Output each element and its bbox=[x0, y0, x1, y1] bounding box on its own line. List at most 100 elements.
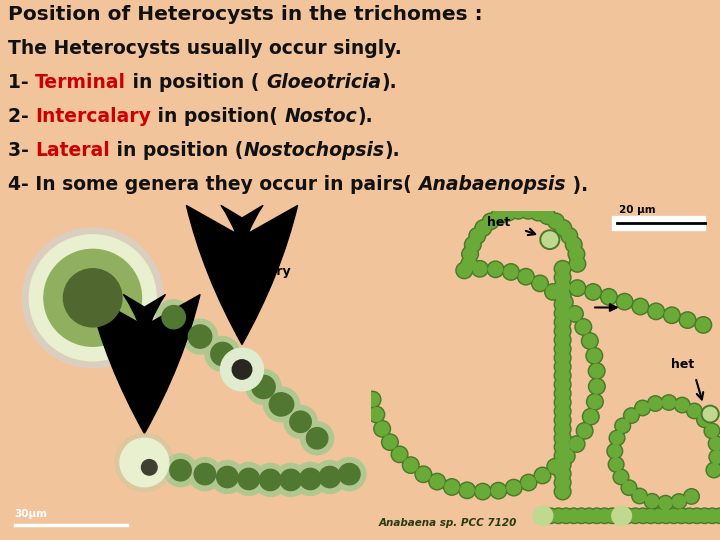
Text: Intercalary: Intercalary bbox=[215, 266, 292, 279]
Circle shape bbox=[554, 341, 571, 357]
Circle shape bbox=[503, 264, 519, 280]
Circle shape bbox=[608, 445, 621, 457]
Circle shape bbox=[708, 464, 720, 476]
Circle shape bbox=[364, 392, 381, 408]
Text: in position (: in position ( bbox=[126, 73, 266, 92]
Circle shape bbox=[661, 395, 677, 410]
Circle shape bbox=[685, 490, 698, 503]
Circle shape bbox=[696, 318, 710, 332]
Circle shape bbox=[547, 213, 564, 230]
Circle shape bbox=[589, 508, 605, 524]
Circle shape bbox=[644, 509, 657, 522]
Text: 2-: 2- bbox=[8, 107, 35, 126]
Circle shape bbox=[621, 509, 634, 522]
Circle shape bbox=[280, 469, 302, 490]
Circle shape bbox=[568, 246, 585, 262]
Circle shape bbox=[556, 396, 570, 409]
Circle shape bbox=[615, 470, 627, 483]
Circle shape bbox=[536, 509, 549, 522]
Circle shape bbox=[710, 437, 720, 450]
Bar bbox=[612, 217, 706, 230]
Circle shape bbox=[555, 220, 572, 236]
Circle shape bbox=[556, 333, 570, 347]
Circle shape bbox=[549, 214, 563, 228]
Circle shape bbox=[366, 393, 379, 406]
Circle shape bbox=[554, 475, 571, 491]
Circle shape bbox=[205, 336, 240, 372]
Circle shape bbox=[698, 414, 711, 426]
Circle shape bbox=[706, 509, 719, 522]
Circle shape bbox=[429, 474, 446, 490]
Circle shape bbox=[554, 287, 571, 303]
Circle shape bbox=[556, 280, 570, 293]
Circle shape bbox=[575, 319, 592, 335]
Circle shape bbox=[648, 303, 665, 320]
Circle shape bbox=[627, 508, 643, 524]
Circle shape bbox=[666, 508, 682, 524]
Circle shape bbox=[473, 262, 487, 275]
Circle shape bbox=[500, 205, 517, 221]
Circle shape bbox=[709, 449, 720, 465]
Circle shape bbox=[688, 404, 701, 417]
Circle shape bbox=[489, 262, 503, 276]
Circle shape bbox=[556, 387, 570, 400]
Circle shape bbox=[570, 437, 583, 451]
Circle shape bbox=[695, 316, 711, 333]
Circle shape bbox=[211, 342, 234, 366]
Circle shape bbox=[338, 463, 360, 485]
Circle shape bbox=[484, 214, 498, 228]
Circle shape bbox=[189, 458, 222, 490]
Circle shape bbox=[284, 406, 317, 438]
Circle shape bbox=[530, 205, 546, 221]
Circle shape bbox=[505, 480, 522, 496]
Circle shape bbox=[671, 494, 687, 509]
Circle shape bbox=[683, 489, 699, 504]
Circle shape bbox=[466, 238, 480, 252]
Circle shape bbox=[554, 359, 571, 375]
Text: Intercalary: Intercalary bbox=[35, 107, 151, 126]
Circle shape bbox=[616, 293, 633, 310]
Circle shape bbox=[606, 509, 618, 522]
Circle shape bbox=[554, 260, 571, 277]
Circle shape bbox=[170, 460, 192, 481]
Circle shape bbox=[415, 466, 432, 483]
Circle shape bbox=[416, 468, 431, 481]
Circle shape bbox=[247, 370, 280, 403]
Circle shape bbox=[531, 206, 545, 219]
Circle shape bbox=[220, 348, 264, 391]
Text: het: het bbox=[487, 216, 510, 229]
Circle shape bbox=[543, 508, 559, 524]
Text: Anabaena sp. PCC 7120: Anabaena sp. PCC 7120 bbox=[379, 518, 517, 528]
Circle shape bbox=[300, 422, 334, 455]
Circle shape bbox=[510, 202, 526, 219]
Circle shape bbox=[549, 460, 562, 474]
Circle shape bbox=[475, 220, 492, 236]
Circle shape bbox=[551, 508, 566, 524]
Circle shape bbox=[520, 202, 536, 219]
Circle shape bbox=[382, 434, 398, 450]
Circle shape bbox=[629, 509, 642, 522]
Circle shape bbox=[554, 403, 571, 420]
Circle shape bbox=[588, 363, 605, 379]
Circle shape bbox=[269, 393, 293, 416]
Circle shape bbox=[556, 342, 570, 356]
Circle shape bbox=[554, 439, 571, 455]
Circle shape bbox=[552, 509, 564, 522]
Circle shape bbox=[557, 294, 573, 310]
Circle shape bbox=[547, 458, 564, 475]
Circle shape bbox=[520, 474, 537, 491]
Circle shape bbox=[561, 227, 577, 244]
Circle shape bbox=[226, 353, 261, 388]
Circle shape bbox=[607, 443, 623, 459]
Circle shape bbox=[535, 508, 551, 524]
Circle shape bbox=[319, 467, 341, 488]
Circle shape bbox=[300, 468, 321, 490]
Circle shape bbox=[602, 290, 616, 303]
Circle shape bbox=[697, 508, 713, 524]
Circle shape bbox=[554, 278, 571, 295]
Circle shape bbox=[649, 305, 663, 318]
Circle shape bbox=[469, 227, 485, 244]
Text: 4- In some genera they occur in pairs(: 4- In some genera they occur in pairs( bbox=[8, 176, 418, 194]
Circle shape bbox=[554, 448, 571, 464]
Circle shape bbox=[675, 509, 688, 522]
